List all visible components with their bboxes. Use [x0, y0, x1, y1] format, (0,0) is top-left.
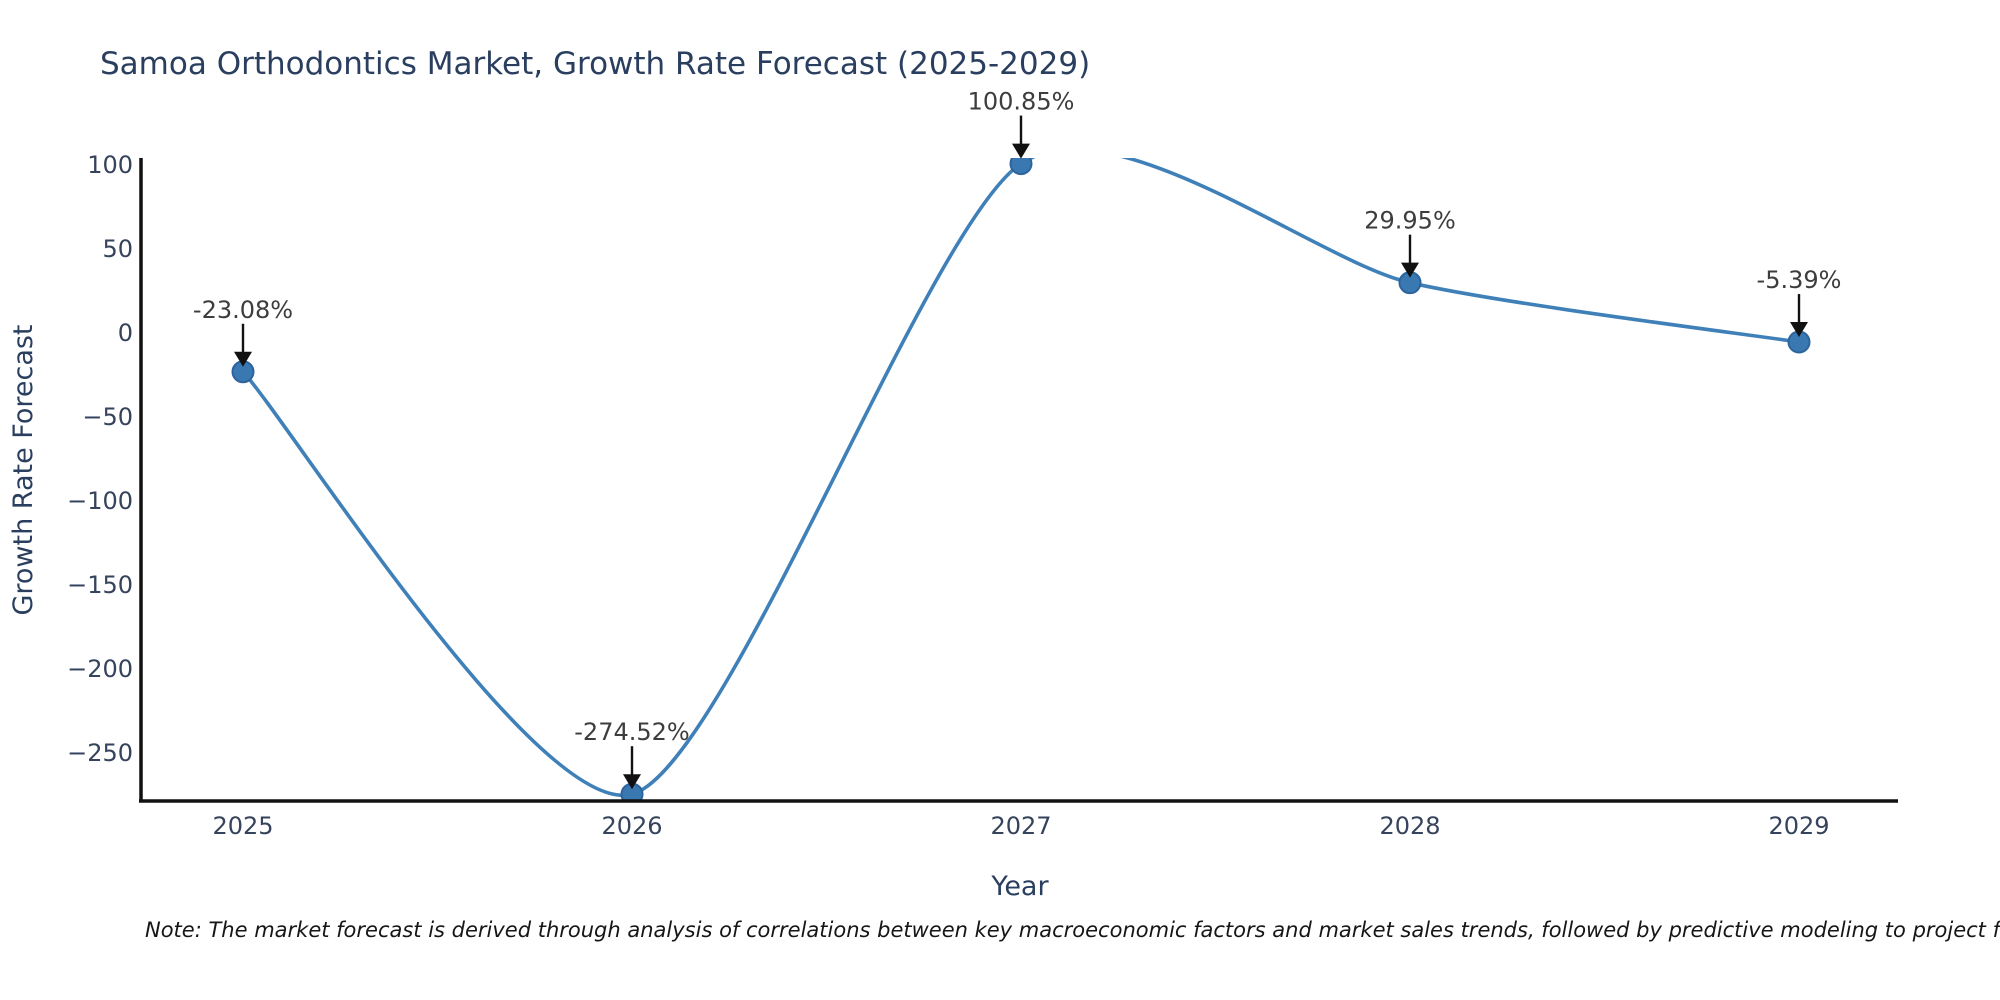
- x-tick-label: 2025: [212, 812, 273, 840]
- point-annotation: -5.39%: [1757, 266, 1842, 338]
- point-annotation: 29.95%: [1364, 207, 1456, 278]
- annotation-label: -23.08%: [193, 296, 293, 324]
- y-tick-label: −100: [67, 487, 133, 515]
- footnote: Note: The market forecast is derived thr…: [145, 918, 2000, 942]
- annotation-label: 100.85%: [968, 88, 1075, 116]
- annotation-label: -5.39%: [1757, 266, 1842, 294]
- x-axis-title: Year: [990, 871, 1049, 902]
- y-tick-label: −250: [67, 739, 133, 767]
- y-tick-label: 50: [102, 235, 133, 263]
- y-axis-title: Growth Rate Forecast: [8, 324, 39, 615]
- y-tick-label: −50: [82, 403, 133, 431]
- annotation-label: 29.95%: [1364, 207, 1456, 235]
- data-series-layer: [231, 153, 1811, 801]
- annotation-arrowhead-icon: [623, 774, 641, 790]
- axes-layer: [139, 158, 1898, 803]
- x-tick-label: 2029: [1768, 812, 1829, 840]
- point-annotation: 100.85%: [968, 88, 1075, 159]
- annotation-arrowhead-icon: [1790, 322, 1808, 338]
- x-tick-label: 2026: [601, 812, 662, 840]
- y-tick-label: −150: [67, 571, 133, 599]
- data-point-marker[interactable]: [1009, 153, 1033, 176]
- x-tick-label: 2028: [1379, 812, 1440, 840]
- annotation-label: -274.52%: [574, 718, 689, 746]
- x-tick-label: 2027: [990, 812, 1051, 840]
- point-annotation: -274.52%: [574, 718, 690, 790]
- chart-title: Samoa Orthodontics Market, Growth Rate F…: [100, 46, 1091, 82]
- axis-ticks-layer: 100 50 0 −50 −100 −150 −200 −250 2025 2026 2027 202…: [67, 151, 1829, 840]
- spline-line: [241, 158, 1800, 798]
- point-annotation: -23.08%: [193, 296, 293, 367]
- annotation-arrowhead-icon: [1012, 143, 1030, 159]
- y-tick-label: 0: [118, 319, 133, 347]
- y-tick-label: 100: [87, 151, 133, 179]
- annotation-arrowhead-icon: [234, 351, 252, 367]
- annotation-arrowhead-icon: [1401, 262, 1419, 278]
- y-tick-label: −200: [67, 655, 133, 683]
- annotations-layer: -23.08% -274.52% 100.85% 29.95% -5.39%: [193, 88, 1842, 790]
